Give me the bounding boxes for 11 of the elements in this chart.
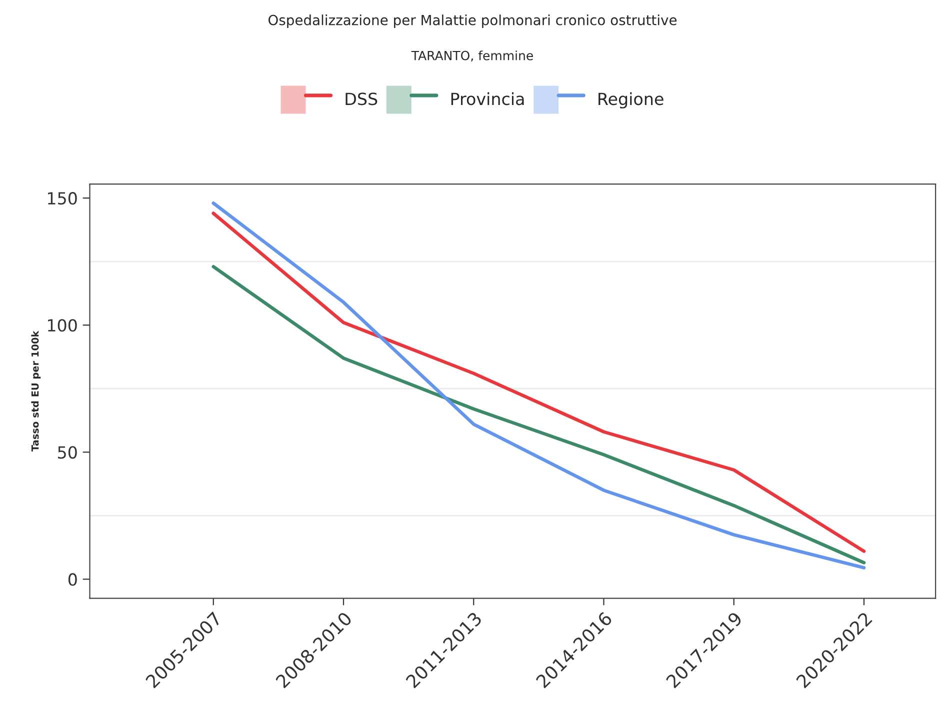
y-tick-label: 0	[68, 573, 77, 586]
line-series	[212, 264, 866, 564]
y-tick-label: 50	[58, 446, 77, 459]
y-tick-label: 100	[48, 319, 77, 332]
y-tick-label: 150	[48, 192, 77, 205]
legend-label: Provincia	[451, 92, 524, 106]
y-axis-title: Tasso std EU per 100k	[31, 330, 41, 452]
legend-label: DSS	[346, 92, 378, 106]
legend-label: Regione	[598, 92, 664, 108]
chart-subtitle: TARANTO, femmine	[411, 50, 533, 62]
chart-title: Ospedalizzazione per Malattie polmonari cronico ostruttive	[268, 14, 677, 28]
